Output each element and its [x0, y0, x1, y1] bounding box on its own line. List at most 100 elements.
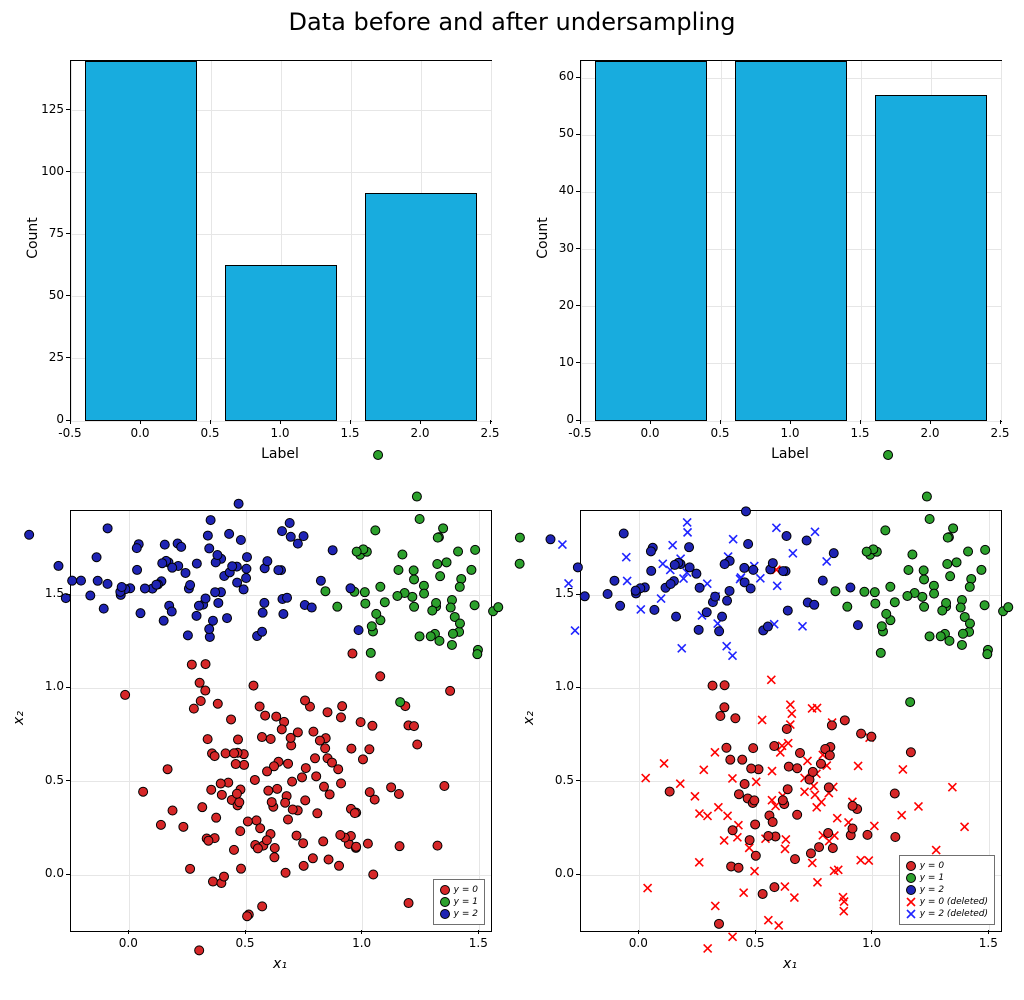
marker-circle — [853, 621, 862, 630]
marker-circle — [956, 603, 965, 612]
marker-circle — [515, 533, 524, 542]
y-tick-label: 100 — [30, 164, 64, 178]
marker-circle — [751, 851, 760, 860]
marker-circle — [368, 721, 377, 730]
marker-circle — [121, 690, 130, 699]
marker-x — [782, 835, 790, 843]
marker-circle — [685, 563, 694, 572]
marker-circle — [420, 589, 429, 598]
marker-circle — [356, 718, 365, 727]
x-tick-label: 1.0 — [775, 426, 805, 440]
marker-circle — [448, 629, 457, 638]
marker-circle — [313, 809, 322, 818]
marker-circle — [396, 698, 405, 707]
marker-circle — [764, 831, 773, 840]
marker-circle — [890, 789, 899, 798]
marker-circle — [394, 789, 403, 798]
marker-circle — [367, 622, 376, 631]
marker-circle — [603, 589, 612, 598]
marker-circle — [370, 795, 379, 804]
marker-circle — [827, 721, 836, 730]
marker-circle — [791, 855, 800, 864]
marker-circle — [394, 565, 403, 574]
marker-circle — [231, 760, 240, 769]
marker-circle — [263, 767, 272, 776]
marker-circle — [446, 603, 455, 612]
marker-circle — [194, 601, 203, 610]
marker-circle — [168, 806, 177, 815]
marker-circle — [619, 529, 628, 538]
marker-circle — [716, 711, 725, 720]
marker-x — [711, 902, 719, 910]
marker-circle — [650, 605, 659, 614]
marker-circle — [203, 531, 212, 540]
marker-circle — [323, 708, 332, 717]
marker-circle — [410, 722, 419, 731]
marker-circle — [201, 660, 210, 669]
x-tick-label: 0.0 — [125, 426, 155, 440]
marker-circle — [206, 516, 215, 525]
marker-circle — [925, 515, 934, 524]
legend: y = 0y = 1y = 2 — [433, 879, 485, 925]
marker-x — [772, 524, 780, 532]
marker-circle — [470, 601, 479, 610]
marker-circle — [494, 603, 503, 612]
marker-circle — [447, 640, 456, 649]
marker-circle — [778, 796, 787, 805]
marker-circle — [770, 883, 779, 892]
y-tick-label: 50 — [30, 288, 64, 302]
marker-circle — [152, 580, 161, 589]
marker-circle — [266, 735, 275, 744]
marker-circle — [949, 524, 958, 533]
marker-circle — [181, 568, 190, 577]
legend-item: y = 2 — [906, 884, 988, 896]
marker-circle — [336, 713, 345, 722]
marker-x — [811, 791, 819, 799]
marker-circle — [258, 627, 267, 636]
marker-circle — [890, 598, 899, 607]
x-tick-label: 2.0 — [915, 426, 945, 440]
marker-circle — [308, 854, 317, 863]
marker-circle — [806, 849, 815, 858]
marker-x — [758, 716, 766, 724]
marker-circle — [315, 736, 324, 745]
marker-circle — [749, 744, 758, 753]
x-tick-label: 1.5 — [973, 936, 1003, 950]
y-tick-label: 20 — [540, 298, 574, 312]
x-tick-label: 0.0 — [635, 426, 665, 440]
marker-circle — [741, 507, 750, 516]
marker-x — [723, 642, 731, 650]
marker-circle — [136, 609, 145, 618]
marker-circle — [204, 836, 213, 845]
marker-circle — [220, 872, 229, 881]
marker-circle — [770, 742, 779, 751]
marker-x — [899, 765, 907, 773]
marker-circle — [177, 542, 186, 551]
marker-circle — [272, 712, 281, 721]
marker-circle — [395, 842, 404, 851]
marker-circle — [321, 587, 330, 596]
marker-circle — [965, 619, 974, 628]
marker-circle — [768, 559, 777, 568]
marker-circle — [187, 660, 196, 669]
marker-circle — [325, 790, 334, 799]
marker-circle — [720, 560, 729, 569]
bar — [85, 61, 197, 421]
marker-circle — [398, 550, 407, 559]
marker-circle — [867, 732, 876, 741]
marker-circle — [333, 602, 342, 611]
x-tick-label: 1.0 — [857, 936, 887, 950]
marker-circle — [256, 824, 265, 833]
marker-x — [808, 859, 816, 867]
y-tick-label: 1.5 — [30, 586, 64, 600]
y-tick-label: 0.5 — [30, 773, 64, 787]
marker-circle — [473, 650, 482, 659]
legend-item: y = 0 — [440, 884, 478, 896]
marker-circle — [288, 777, 297, 786]
marker-circle — [442, 558, 451, 567]
marker-x — [695, 858, 703, 866]
marker-x — [813, 878, 821, 886]
marker-circle — [293, 539, 302, 548]
legend-item: y = 1 — [906, 872, 988, 884]
marker-circle — [233, 735, 242, 744]
